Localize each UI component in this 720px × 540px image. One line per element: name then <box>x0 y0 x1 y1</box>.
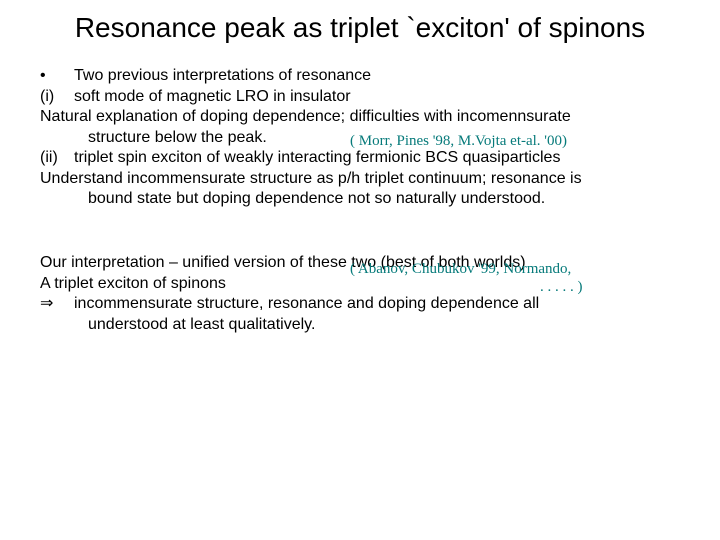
text-line: triplet spin exciton of weakly interacti… <box>74 148 560 168</box>
roman-marker-i: (i) <box>40 87 74 107</box>
bullet-line-1: • Two previous interpretations of resona… <box>40 66 680 86</box>
bullet-marker: • <box>40 66 74 86</box>
handwritten-note-2b: . . . . . ) <box>540 279 583 296</box>
implies-icon: ⇒ <box>40 294 74 314</box>
item-i: (i) soft mode of magnetic LRO in insulat… <box>40 87 680 107</box>
text-line-indent: bound state but doping dependence not so… <box>40 189 680 209</box>
spacer <box>40 209 680 253</box>
slide-body: • Two previous interpretations of resona… <box>40 66 680 335</box>
text-line: Natural explanation of doping dependence… <box>40 107 680 127</box>
text-line: Understand incommensurate structure as p… <box>40 169 680 189</box>
text-line: soft mode of magnetic LRO in insulator <box>74 87 351 107</box>
implies-line: ⇒ incommensurate structure, resonance an… <box>40 294 680 314</box>
text-line: incommensurate structure, resonance and … <box>74 294 539 314</box>
item-ii: (ii) triplet spin exciton of weakly inte… <box>40 148 680 168</box>
text-line: Two previous interpretations of resonanc… <box>74 66 371 86</box>
handwritten-note-1: ( Morr, Pines '98, M.Vojta et-al. '00) <box>350 133 567 150</box>
handwritten-note-2a: ( Abanov, Chubukov '99, Normando, <box>350 261 571 278</box>
slide-title: Resonance peak as triplet `exciton' of s… <box>40 12 680 44</box>
text-line-indent: understood at least qualitatively. <box>40 315 680 335</box>
slide: Resonance peak as triplet `exciton' of s… <box>0 0 720 540</box>
roman-marker-ii: (ii) <box>40 148 74 168</box>
